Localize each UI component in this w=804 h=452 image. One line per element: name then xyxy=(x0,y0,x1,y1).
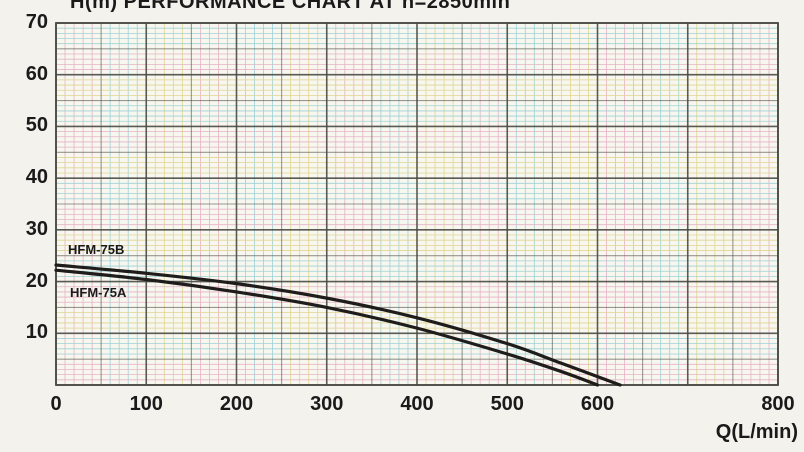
curve-hfm-75a xyxy=(54,268,600,387)
y-tick-label: 50 xyxy=(25,114,48,137)
x-tick-label: 200 xyxy=(219,393,254,415)
x-tick-label: 0 xyxy=(50,393,62,415)
x-tick-label: 400 xyxy=(400,393,434,415)
series-label-hfm-75a: HFM-75A xyxy=(70,285,127,300)
series-label-hfm-75b: HFM-75B xyxy=(68,242,125,257)
x-tick-label: 800 xyxy=(761,393,795,415)
x-tick-label: 500 xyxy=(490,393,524,415)
curve-hfm-75b xyxy=(54,263,622,387)
y-tick-label: 10 xyxy=(25,321,48,344)
x-tick-label: 100 xyxy=(129,393,163,415)
y-tick-label: 40 xyxy=(25,166,48,189)
plot-frame xyxy=(55,22,779,386)
x-axis-label: Q(L/min) xyxy=(715,421,798,443)
y-tick-label: 70 xyxy=(25,11,48,33)
chart-title: H(m) PERFORMANCE CHART AT n=2850min xyxy=(70,0,511,13)
y-tick-label: 20 xyxy=(25,269,48,292)
y-tick-label: 60 xyxy=(25,62,48,85)
x-tick-label: 300 xyxy=(310,393,344,415)
x-tick-label: 600 xyxy=(580,393,615,415)
y-tick-label: 30 xyxy=(25,217,48,240)
